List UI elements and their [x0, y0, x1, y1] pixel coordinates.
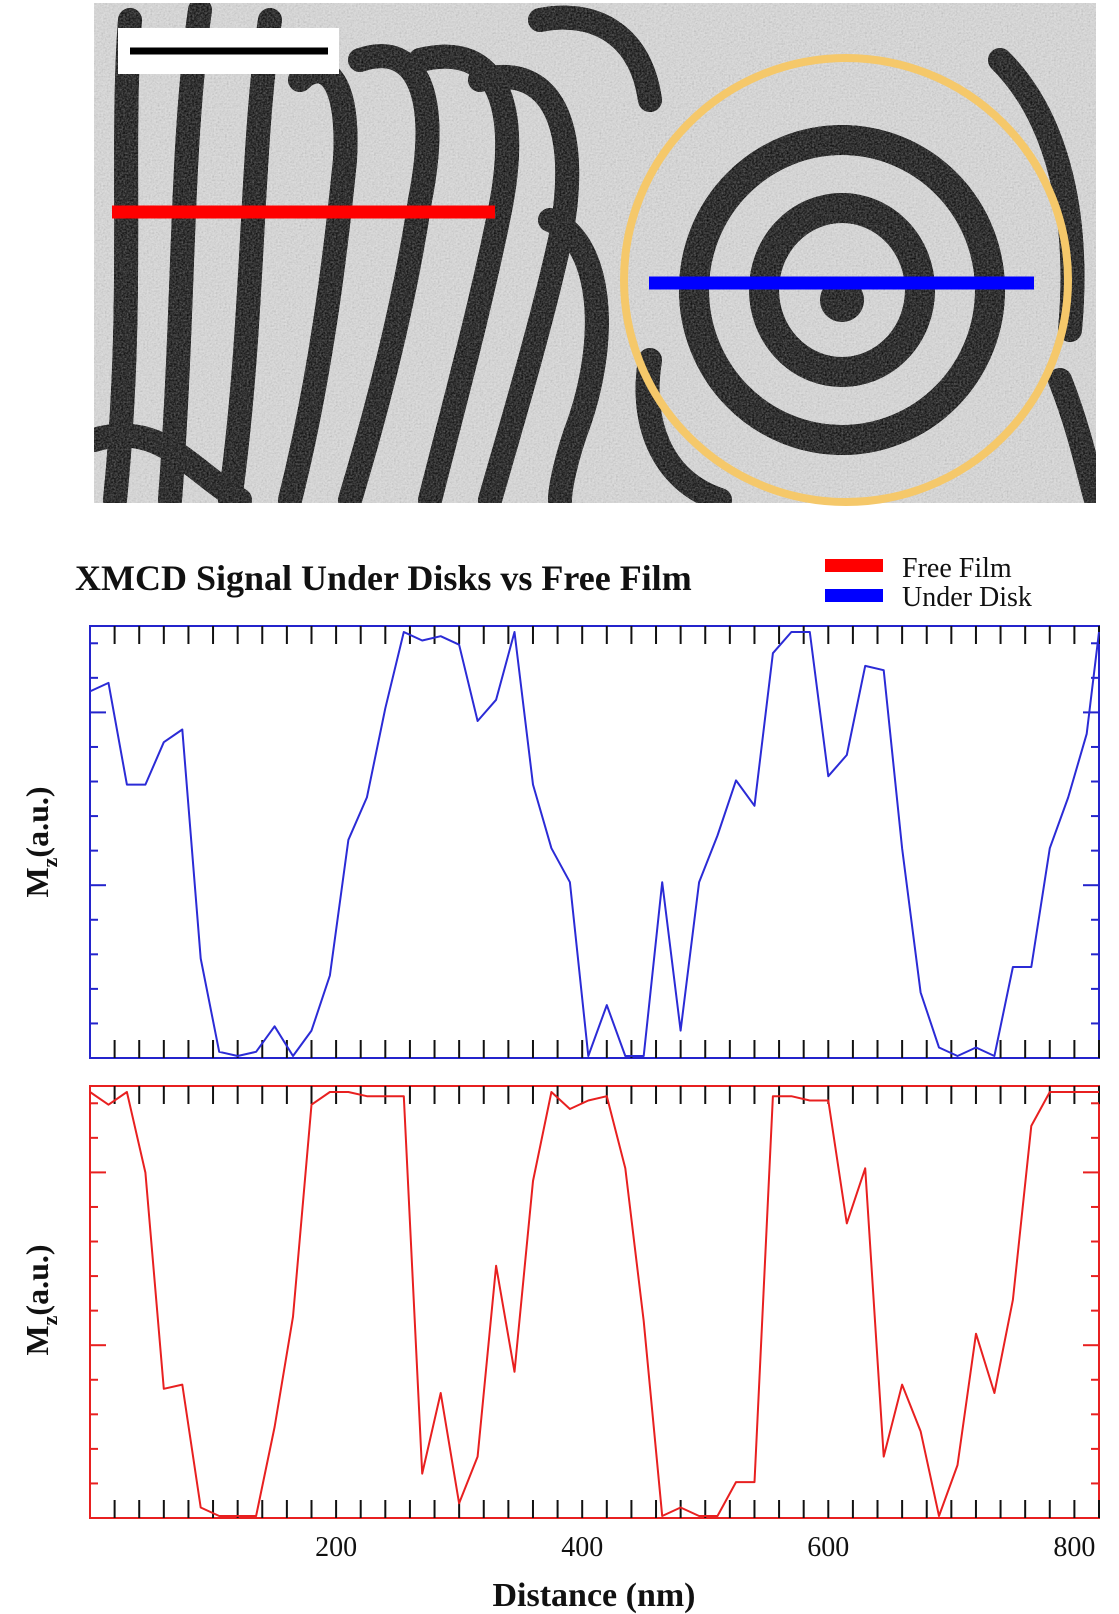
disk-outline-circle: [620, 54, 1072, 506]
free-film-plot: Mz(a.u.) 200 400 600 800 Distance (nm): [19, 1085, 1100, 1614]
x-tick-labels: 200 400 600 800: [315, 1532, 1095, 1563]
x-tick-label: 200: [315, 1532, 357, 1563]
x-tick-label: 400: [561, 1532, 603, 1563]
free-film-series-line: [89, 1091, 1099, 1517]
x-axis-label: Distance (nm): [492, 1577, 695, 1614]
free-film-ylabel: Mz(a.u.): [19, 1244, 62, 1355]
legend-label-free-film: Free Film: [902, 553, 1012, 584]
x-tick-label: 600: [807, 1532, 849, 1563]
under-disk-ylabel: Mz(a.u.): [19, 786, 62, 897]
free-film-plot-frame: [89, 1085, 1100, 1519]
under-disk-plot: Mz(a.u.): [19, 625, 1100, 1059]
free-film-plot-ticks: [90, 1086, 1100, 1518]
under-disk-series-line: [89, 631, 1100, 1057]
legend-label-under-disk: Under Disk: [902, 582, 1032, 613]
legend-swatch-under-disk: [825, 589, 883, 602]
under-disk-plot-frame: [89, 625, 1100, 1059]
xmcd-microscopy-image: [94, 3, 1096, 503]
x-tick-label: 800: [1053, 1532, 1095, 1563]
legend: Free Film Under Disk: [825, 553, 1032, 613]
legend-swatch-free-film: [825, 559, 883, 572]
under-disk-plot-ticks: [90, 626, 1100, 1058]
chart-title: XMCD Signal Under Disks vs Free Film: [75, 558, 692, 598]
